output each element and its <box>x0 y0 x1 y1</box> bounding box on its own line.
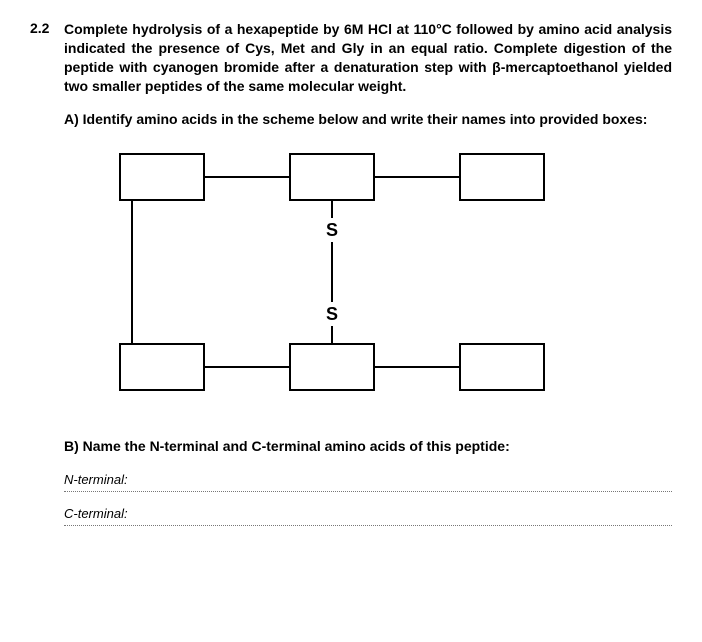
part-a-label: A) Identify amino acids in the scheme be… <box>64 110 672 129</box>
n-terminal-label: N-terminal: <box>64 472 672 487</box>
c-terminal-answer-line <box>64 525 672 526</box>
c-terminal-label: C-terminal: <box>64 506 672 521</box>
n-terminal-answer-line <box>64 491 672 492</box>
peptide-diagram: SS <box>90 144 672 407</box>
question-stem: Complete hydrolysis of a hexapeptide by … <box>64 20 672 96</box>
question-number: 2.2 <box>30 20 64 36</box>
svg-text:S: S <box>326 220 338 240</box>
part-b-label: B) Name the N-terminal and C-terminal am… <box>64 437 672 456</box>
svg-text:S: S <box>326 304 338 324</box>
